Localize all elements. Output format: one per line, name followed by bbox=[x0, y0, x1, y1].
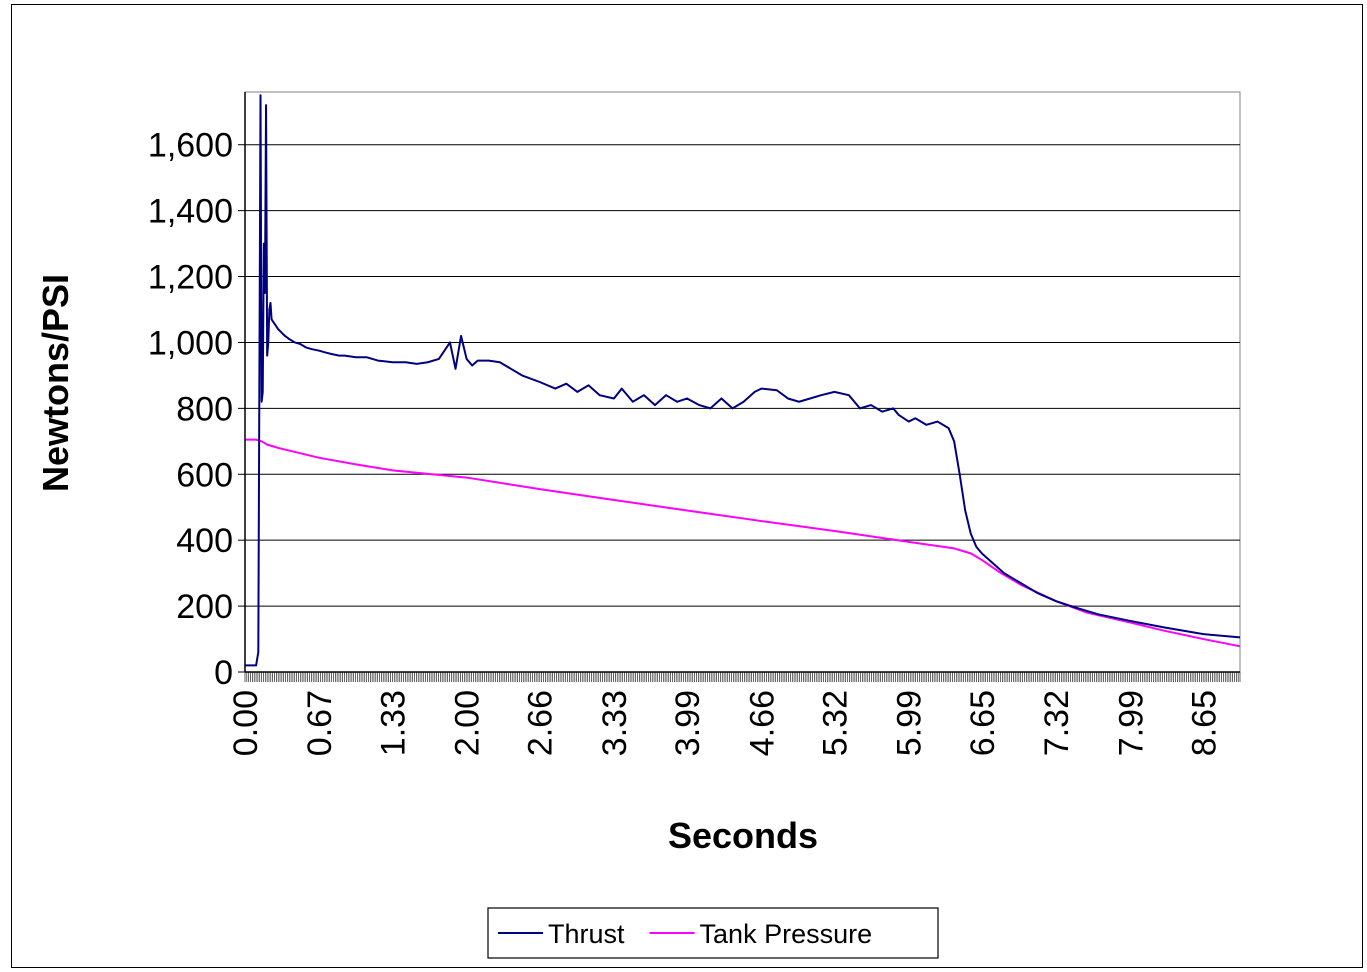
y-tick-label: 1,200 bbox=[148, 259, 233, 297]
y-axis-ticks: 0 200 400 600 800 1,000 1,200 1,400 1,600 bbox=[148, 127, 245, 692]
x-tick-label: 4.66 bbox=[743, 690, 781, 756]
y-tick-label: 1,000 bbox=[148, 324, 233, 362]
x-tick-label: 6.65 bbox=[964, 690, 1002, 756]
y-tick-label: 200 bbox=[176, 588, 233, 626]
x-tick-label: 7.32 bbox=[1038, 690, 1076, 756]
x-axis-ticks: 0.00 0.67 1.33 2.00 2.66 3.33 3.99 4.66 5.32 5.99… bbox=[227, 672, 1241, 756]
plot-area bbox=[244, 91, 1241, 673]
legend: Thrust Tank Pressure bbox=[487, 907, 939, 959]
x-tick-label: 0.67 bbox=[301, 690, 339, 756]
legend-label-thrust: Thrust bbox=[548, 919, 625, 949]
series-line-thrust bbox=[245, 94, 1241, 667]
series-layer bbox=[245, 94, 1241, 667]
y-axis-title: Newtons/PSI bbox=[35, 274, 76, 492]
x-tick-label: 0.00 bbox=[227, 690, 265, 756]
x-tick-label: 3.33 bbox=[596, 690, 634, 756]
y-tick-label: 800 bbox=[176, 390, 233, 428]
legend-box bbox=[487, 907, 939, 959]
x-tick-label: 1.33 bbox=[374, 690, 412, 756]
y-tick-label: 1,600 bbox=[148, 127, 233, 165]
x-tick-label: 3.99 bbox=[669, 690, 707, 756]
x-tick-label: 5.32 bbox=[816, 690, 854, 756]
x-axis-title: Seconds bbox=[668, 815, 818, 856]
x-tick-label: 2.66 bbox=[522, 690, 560, 756]
y-tick-label: 0 bbox=[214, 654, 233, 692]
x-tick-label: 8.65 bbox=[1185, 690, 1223, 756]
x-tick-marks bbox=[244, 672, 1241, 682]
x-tick-label: 2.00 bbox=[449, 690, 487, 756]
x-tick-label: 7.99 bbox=[1112, 690, 1150, 756]
y-tick-label: 1,400 bbox=[148, 193, 233, 231]
y-tick-label: 400 bbox=[176, 522, 233, 560]
legend-label-tank-pressure: Tank Pressure bbox=[700, 919, 873, 949]
y-tick-label: 600 bbox=[176, 456, 233, 494]
plot-border bbox=[244, 91, 1241, 673]
x-tick-label: 5.99 bbox=[891, 690, 929, 756]
